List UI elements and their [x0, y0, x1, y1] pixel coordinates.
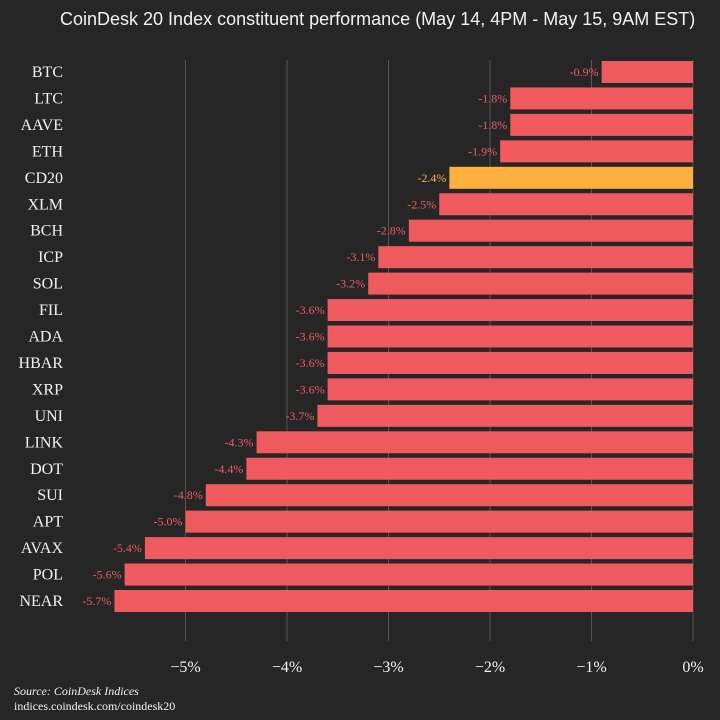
x-tick-label: −5% — [170, 659, 200, 676]
data-label: -3.6% — [296, 356, 325, 370]
bar — [205, 484, 694, 507]
x-tick-label: −1% — [576, 659, 606, 676]
category-label: POL — [33, 567, 63, 584]
data-label: -0.9% — [570, 65, 599, 79]
category-label: CD20 — [25, 170, 63, 187]
bar — [510, 87, 693, 110]
category-label: UNI — [35, 408, 63, 425]
category-label: BTC — [32, 64, 63, 81]
category-label: FIL — [39, 302, 63, 319]
bar — [124, 563, 694, 586]
data-label: -3.1% — [346, 250, 375, 264]
x-tick-label: −3% — [373, 659, 403, 676]
data-label: -1.8% — [478, 118, 507, 132]
data-label: -5.6% — [93, 568, 122, 582]
chart-title: CoinDesk 20 Index constituent performanc… — [60, 9, 696, 29]
category-label: ETH — [32, 143, 64, 160]
bar — [327, 325, 693, 348]
category-label: BCH — [30, 223, 63, 240]
data-label: -5.4% — [113, 541, 142, 555]
bar — [378, 246, 693, 269]
category-label: XLM — [27, 196, 63, 213]
bar — [317, 404, 693, 427]
bar — [256, 431, 693, 454]
category-label: AVAX — [21, 540, 64, 557]
category-label: LINK — [25, 434, 64, 451]
data-label: -4.4% — [214, 462, 243, 476]
source-note: Source: CoinDesk Indices — [14, 684, 139, 698]
bar — [601, 61, 693, 83]
bar — [510, 113, 693, 136]
bar — [368, 272, 693, 295]
category-label: HBAR — [19, 355, 64, 372]
data-label: -5.0% — [154, 515, 183, 529]
data-label: -3.2% — [336, 277, 365, 291]
bar — [449, 166, 693, 189]
x-tick-label: 0% — [682, 659, 703, 676]
data-label: -3.7% — [285, 409, 314, 423]
data-label: -1.8% — [478, 91, 507, 105]
category-label: NEAR — [19, 593, 63, 610]
category-label: SUI — [37, 487, 63, 504]
data-label: -2.8% — [377, 224, 406, 238]
data-label: -2.4% — [417, 171, 446, 185]
category-label: ADA — [28, 329, 63, 346]
bar — [185, 510, 693, 533]
data-label: -3.6% — [296, 303, 325, 317]
bar — [246, 457, 693, 480]
category-label: XRP — [32, 381, 63, 398]
category-label: LTC — [34, 90, 63, 107]
bar — [327, 299, 693, 322]
category-label: ICP — [38, 249, 63, 266]
data-label: -1.9% — [468, 144, 497, 158]
category-label: APT — [33, 514, 63, 531]
category-label: DOT — [30, 461, 63, 478]
data-label: -3.6% — [296, 330, 325, 344]
bar — [144, 537, 693, 560]
data-label: -3.6% — [296, 382, 325, 396]
bar — [408, 219, 693, 242]
bar — [327, 351, 693, 374]
data-label: -4.8% — [174, 488, 203, 502]
x-tick-label: −4% — [272, 659, 302, 676]
data-label: -2.5% — [407, 197, 436, 211]
x-tick-label: −2% — [475, 659, 505, 676]
bar — [327, 378, 693, 401]
bar — [439, 193, 693, 216]
bar — [500, 140, 693, 163]
data-label: -5.7% — [82, 594, 111, 608]
data-label: -4.3% — [225, 435, 254, 449]
category-label: SOL — [33, 276, 63, 293]
source-url: indices.coindesk.com/coindesk20 — [14, 699, 176, 713]
bar — [114, 590, 693, 612]
category-label: AAVE — [21, 117, 63, 134]
